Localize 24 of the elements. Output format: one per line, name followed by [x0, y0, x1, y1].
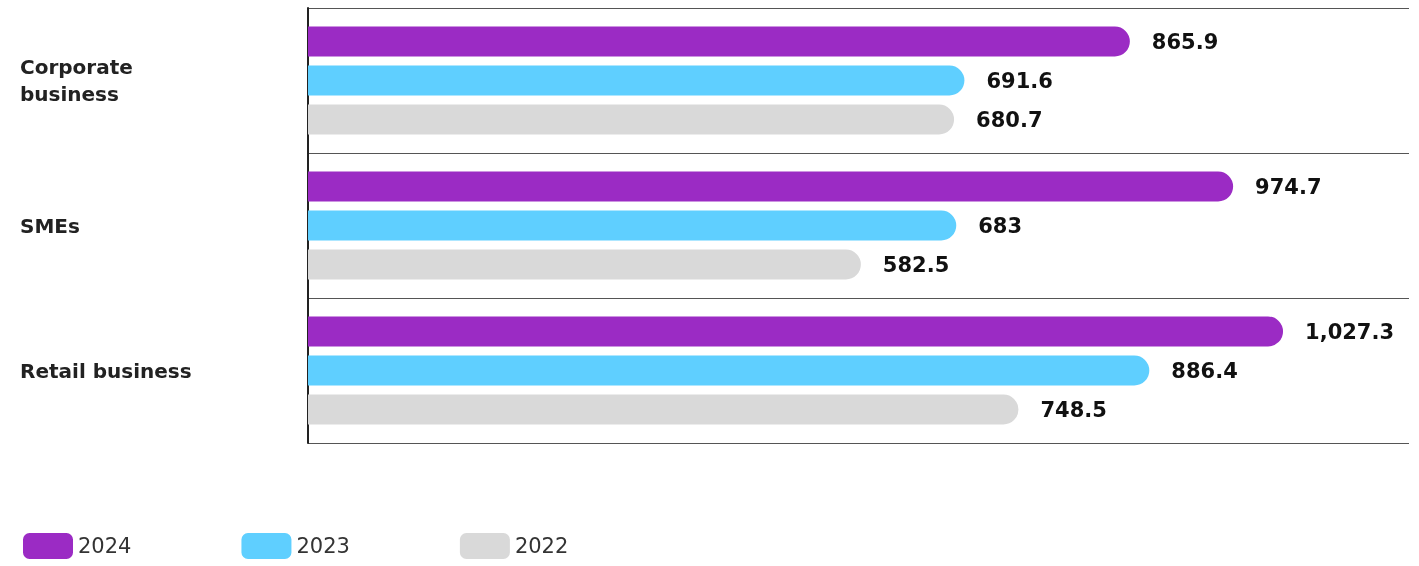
data-label: 748.5 [1040, 397, 1107, 422]
bar [308, 249, 861, 280]
legend-label: 2024 [78, 534, 132, 558]
legend-label: 2023 [296, 534, 350, 558]
data-label: 691.6 [986, 68, 1053, 93]
data-label: 974.7 [1255, 174, 1322, 199]
data-label: 1,027.3 [1305, 319, 1395, 344]
data-label: 680.7 [976, 107, 1043, 132]
bar [308, 171, 1234, 202]
bar [308, 104, 955, 135]
bar [308, 355, 1150, 386]
bar [308, 65, 965, 96]
y-tick-label: Corporate business [20, 55, 140, 106]
data-label: 865.9 [1151, 29, 1219, 54]
bar [308, 26, 1130, 57]
data-label: 582.5 [882, 252, 950, 277]
y-tick-label: SMEs [20, 213, 80, 238]
bar [308, 316, 1284, 347]
legend-label: 2022 [514, 534, 569, 558]
bar [308, 394, 1019, 425]
data-label: 886.4 [1171, 358, 1238, 383]
bar [308, 210, 957, 241]
data-label: 683 [978, 213, 1023, 238]
y-tick-label: Retail business [20, 358, 192, 383]
